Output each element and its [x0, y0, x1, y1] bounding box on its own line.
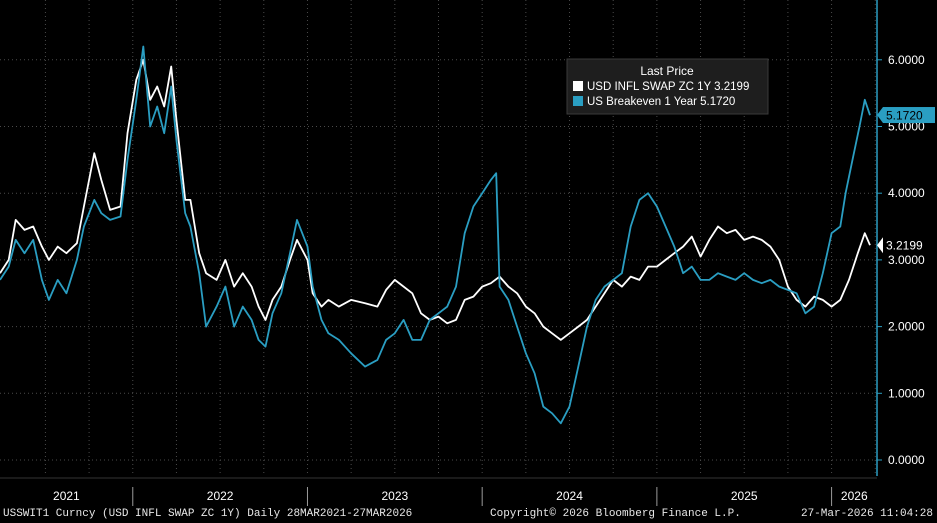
legend: Last Price USD INFL SWAP ZC 1Y 3.2199 US B… [566, 58, 769, 115]
last-value-badge-swap: 3.2199 [877, 237, 935, 254]
y-tick-label: 6.0000 [888, 53, 925, 67]
series-line-us-breakeven [0, 45, 871, 425]
footer-ticker-info: USSWIT1 Curncy (USD INFL SWAP ZC 1Y) Dai… [3, 508, 413, 520]
badge-value: 5.1720 [886, 109, 923, 123]
badge-box [883, 107, 935, 124]
footer-copyright: Copyright© 2026 Bloomberg Finance L.P. [490, 508, 741, 520]
x-tick-label: 2025 [731, 489, 758, 503]
year-separators [132, 487, 833, 506]
grid-lines [0, 0, 877, 476]
y-tick-label: 2.0000 [888, 320, 925, 334]
badge-pointer [877, 107, 883, 124]
y-tick-label: 1.0000 [888, 386, 925, 400]
y-tick-label: 3.0000 [888, 253, 925, 267]
y-tick-label: 0.0000 [888, 453, 925, 467]
badge-pointer [877, 237, 883, 254]
legend-box [566, 58, 769, 115]
badge-value: 3.2199 [886, 239, 923, 253]
legend-title: Last Price [640, 64, 694, 78]
y-axis: 0.00001.00002.00003.00004.00005.00006.00… [876, 0, 935, 476]
x-tick-label: 2023 [381, 489, 408, 503]
x-tick-label: 2022 [207, 489, 234, 503]
x-tick-label: 2021 [53, 489, 80, 503]
x-tick-label: 2026 [841, 489, 868, 503]
footer-timestamp: 27-Mar-2026 11:04:28 [800, 508, 933, 520]
legend-swatch [573, 96, 583, 106]
legend-entry: USD INFL SWAP ZC 1Y 3.2199 [587, 81, 749, 93]
footer-bar: USSWIT1 Curncy (USD INFL SWAP ZC 1Y) Dai… [0, 506, 937, 523]
y-tick-label: 4.0000 [888, 186, 925, 200]
chart: 0.00001.00002.00003.00004.00005.00006.00… [0, 0, 935, 506]
last-value-badge-breakeven: 5.1720 [877, 107, 935, 124]
x-tick-label: 2024 [556, 489, 583, 503]
x-axis: 2021 2022 2023 2024 2025 2026 [0, 477, 877, 503]
series-lines [0, 45, 871, 425]
legend-swatch [573, 81, 583, 91]
badge-box [883, 237, 935, 254]
legend-entry: US Breakeven 1 Year 5.1720 [587, 96, 735, 108]
